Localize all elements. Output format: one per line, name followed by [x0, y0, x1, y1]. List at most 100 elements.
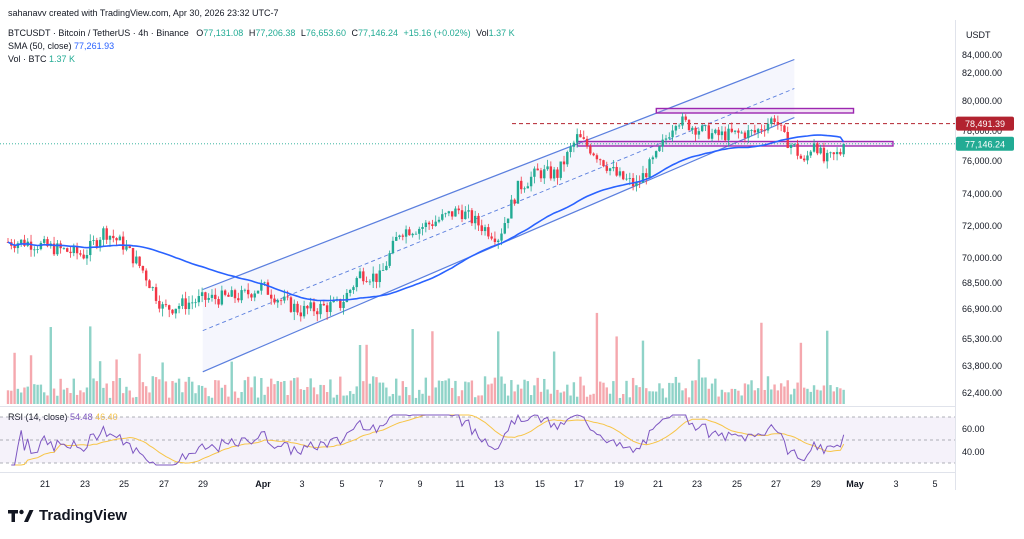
- candle-body: [691, 127, 694, 131]
- volume-bar: [46, 395, 49, 404]
- candle-body: [312, 302, 316, 312]
- candle-body: [220, 290, 224, 305]
- candle-body: [348, 290, 352, 293]
- candle-body: [585, 138, 589, 147]
- volume-bar: [302, 389, 306, 404]
- candle-body: [658, 146, 661, 152]
- candle-body: [171, 309, 174, 314]
- volume-bar: [760, 322, 763, 404]
- candle-body: [654, 151, 658, 158]
- volume-bar: [13, 352, 16, 404]
- volume-bar: [783, 386, 786, 404]
- volume-bar: [276, 380, 279, 404]
- candle-body: [569, 146, 572, 152]
- ohlc-open: O77,131.08: [196, 28, 244, 38]
- volume-bar: [187, 376, 191, 404]
- volume-bar: [750, 380, 753, 404]
- volume-bar: [789, 394, 793, 404]
- volume-bar: [23, 387, 26, 404]
- candle-body: [447, 211, 451, 214]
- volume-bar: [233, 391, 237, 404]
- trend-channel[interactable]: [202, 58, 795, 373]
- volume-legend[interactable]: Vol · BTC 1.37 K: [8, 54, 75, 65]
- volume-bar: [691, 380, 694, 404]
- volume-bar: [543, 378, 546, 404]
- candle-body: [766, 123, 770, 131]
- volume-bar: [605, 387, 608, 404]
- resistance-zone-box[interactable]: [655, 107, 855, 114]
- volume-bar: [773, 384, 776, 404]
- time-tick-label: 25: [732, 479, 742, 489]
- candle-body: [13, 245, 16, 249]
- candle-body: [615, 166, 618, 176]
- channel-upper-line[interactable]: [202, 58, 795, 291]
- candle-body: [480, 225, 483, 232]
- candle-body: [434, 221, 437, 226]
- volume-bar: [700, 377, 704, 404]
- time-tick-label: 9: [417, 479, 422, 489]
- candle-body: [223, 290, 227, 295]
- volume-bar: [589, 394, 592, 404]
- volume-bar: [427, 395, 431, 404]
- candle-body: [243, 289, 247, 291]
- time-tick-label: 19: [614, 479, 624, 489]
- candle-body: [789, 144, 793, 148]
- candle-body: [737, 130, 740, 133]
- volume-bar: [339, 376, 342, 404]
- sma-legend[interactable]: SMA (50, close) 77,261.93: [8, 41, 114, 52]
- volume-bar: [622, 394, 625, 404]
- candle-body: [467, 210, 470, 212]
- volume-bar: [796, 382, 799, 404]
- candle-body: [42, 239, 46, 243]
- volume-bar: [802, 387, 806, 404]
- candle-body: [227, 294, 230, 297]
- candle-body: [513, 199, 516, 204]
- time-axis[interactable]: 21 23 25 27 29 Apr 3 5 7 9 11 13 15 17 19 21 23 25 27 29 May…: [40, 479, 938, 489]
- volume-bar: [345, 395, 349, 404]
- price-tick-label: 66,900.00: [962, 304, 1002, 314]
- volume-bar: [684, 388, 687, 404]
- currency-label[interactable]: USDT: [966, 30, 991, 40]
- volume-bar: [273, 384, 276, 404]
- volume-bar: [207, 396, 210, 404]
- price-tick-label: 80,000.00: [962, 96, 1002, 106]
- volume-bar: [671, 383, 674, 404]
- candle-body: [33, 249, 36, 251]
- volume-bar: [29, 355, 33, 404]
- volume-bar: [171, 381, 174, 404]
- volume-bar: [325, 392, 329, 404]
- volume-bar: [286, 395, 289, 404]
- volume-bar: [322, 385, 326, 404]
- volume-bar: [112, 381, 115, 404]
- rsi-tick-label: 60.00: [962, 424, 985, 434]
- symbol-label[interactable]: BTCUSDT · Bitcoin / TetherUS · 4h · Bina…: [8, 28, 189, 38]
- price-tick-label: 63,800.00: [962, 361, 1002, 371]
- volume-bar: [793, 388, 796, 404]
- volume-bar: [677, 382, 681, 404]
- volume-bar: [829, 385, 832, 404]
- volume-bar: [217, 380, 220, 404]
- volume-bar: [174, 382, 177, 404]
- volume-bar: [707, 388, 710, 404]
- volume-bar: [664, 397, 668, 404]
- price-axis[interactable]: 84,000.00 82,000.00 80,000.00 78,000.00 76,0…: [962, 50, 1002, 457]
- volume-bar: [164, 381, 168, 404]
- volume-bar: [648, 391, 651, 404]
- volume-bar: [418, 389, 421, 404]
- tradingview-logo[interactable]: TradingView: [8, 507, 127, 524]
- volume-bar: [635, 385, 638, 404]
- candle-body: [286, 296, 289, 298]
- candle-body: [806, 155, 809, 161]
- candle-body: [618, 171, 622, 176]
- candle-body: [506, 218, 510, 224]
- volume-bar: [480, 395, 483, 404]
- candle-body: [207, 297, 210, 300]
- volume-bar: [779, 383, 783, 404]
- candle-body: [365, 281, 368, 283]
- candle-body: [194, 302, 197, 304]
- candle-body: [674, 126, 678, 131]
- volume-bar: [552, 351, 556, 404]
- candle-body: [562, 161, 566, 165]
- volume-bar: [352, 393, 355, 404]
